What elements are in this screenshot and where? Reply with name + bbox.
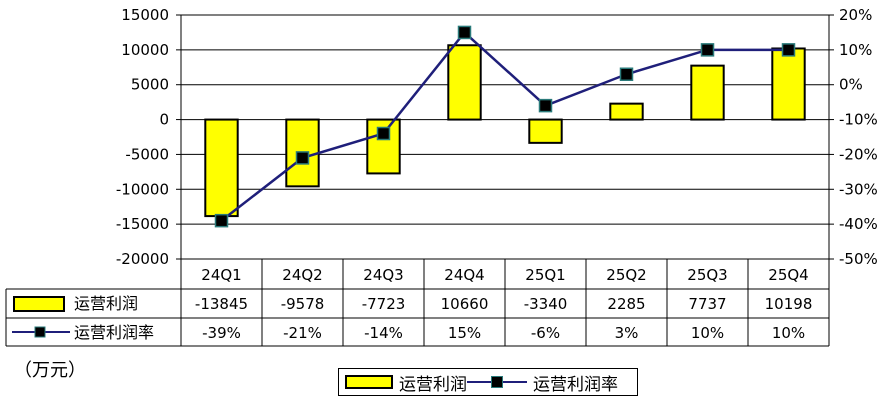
table-value-margin: 10%	[691, 324, 724, 342]
legend-item-margin: 运营利润率	[533, 374, 618, 395]
right-axis-tick-label: -30%	[839, 180, 878, 198]
bar	[528, 118, 563, 144]
x-axis-tick-label: 24Q1	[201, 266, 241, 284]
row-label-margin: 运营利润率	[74, 323, 154, 342]
table-value-profit: 10198	[765, 295, 813, 313]
line-point	[781, 43, 796, 57]
line-point	[214, 213, 229, 228]
bar	[447, 44, 482, 121]
left-axis-tick-label: 15000	[121, 6, 169, 24]
right-axis-tick-label: -10%	[839, 111, 878, 129]
right-axis-tick-label: 10%	[839, 41, 872, 59]
x-axis-tick-label: 24Q2	[282, 266, 322, 284]
row-swatch-bar	[13, 296, 65, 312]
x-axis-tick-label: 24Q3	[363, 266, 403, 284]
table-value-margin: -21%	[283, 324, 322, 342]
table-value-margin: 10%	[772, 324, 805, 342]
line-point	[457, 25, 472, 40]
left-axis-tick-label: -10000	[116, 180, 169, 198]
left-axis-tick-label: -20000	[116, 250, 169, 268]
legend: 运营利润 运营利润率	[338, 368, 638, 396]
x-axis-tick-label: 25Q2	[606, 266, 646, 284]
right-axis-tick-label: 20%	[839, 6, 872, 24]
x-axis-tick-label: 25Q4	[768, 266, 808, 284]
x-axis-tick-label: 24Q4	[444, 266, 484, 284]
table-value-margin: 3%	[615, 324, 639, 342]
table-value-profit: -9578	[281, 295, 325, 313]
left-axis-tick-label: 5000	[131, 76, 169, 94]
line-point	[295, 151, 310, 165]
bar	[609, 102, 644, 121]
legend-line-swatch	[467, 375, 527, 389]
legend-bar-swatch	[345, 375, 393, 389]
line-point	[538, 98, 553, 113]
row-swatch-marker	[34, 326, 46, 338]
unit-label: （万元）	[14, 360, 86, 381]
table-value-margin: -14%	[364, 324, 403, 342]
left-axis-tick-label: -5000	[125, 145, 169, 163]
bar	[690, 64, 725, 121]
bar	[204, 118, 239, 218]
table-value-profit: -3340	[524, 295, 568, 313]
left-axis-tick-label: 10000	[121, 41, 169, 59]
right-axis-tick-label: -50%	[839, 250, 878, 268]
line-series	[220, 30, 789, 222]
table-value-profit: 10660	[441, 295, 489, 313]
x-axis-tick-label: 25Q1	[525, 266, 565, 284]
table-value-margin: 15%	[448, 324, 481, 342]
line-point	[700, 43, 715, 57]
legend-item-profit: 运营利润	[399, 374, 467, 395]
table-value-profit: -7723	[362, 295, 406, 313]
table-value-margin: -39%	[202, 324, 241, 342]
left-axis-tick-label: 0	[159, 111, 169, 129]
x-axis-tick-label: 25Q3	[687, 266, 727, 284]
table-value-profit: -13845	[195, 295, 248, 313]
line-point	[376, 126, 391, 141]
table-value-profit: 2285	[607, 295, 645, 313]
right-axis-tick-label: -20%	[839, 145, 878, 163]
table-value-margin: -6%	[531, 324, 560, 342]
right-axis-tick-label: -40%	[839, 215, 878, 233]
left-axis-tick-label: -15000	[116, 215, 169, 233]
right-axis-tick-label: 0%	[839, 76, 863, 94]
bar	[771, 47, 806, 121]
table-value-profit: 7737	[688, 295, 726, 313]
row-label-profit: 运营利润	[74, 294, 138, 313]
plot-frame	[180, 14, 830, 260]
line-point	[619, 67, 634, 82]
